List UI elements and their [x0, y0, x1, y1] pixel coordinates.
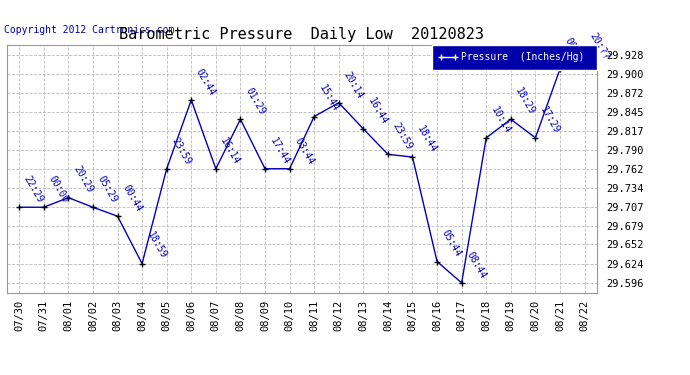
Title: Barometric Pressure  Daily Low  20120823: Barometric Pressure Daily Low 20120823	[119, 27, 484, 42]
Text: 18:44: 18:44	[415, 124, 439, 154]
Text: 22:29: 22:29	[22, 174, 46, 204]
Text: 15:44: 15:44	[317, 83, 340, 114]
Text: 18:59: 18:59	[145, 230, 168, 261]
Text: 00:00: 00:00	[563, 36, 586, 66]
Text: 17:44: 17:44	[268, 135, 291, 166]
Text: 18:29: 18:29	[513, 86, 537, 117]
Text: 00:00: 00:00	[46, 174, 70, 204]
Text: 05:29: 05:29	[96, 174, 119, 204]
Text: 02:44: 02:44	[194, 67, 217, 97]
Text: 16:14: 16:14	[219, 135, 242, 166]
Text: Pressure  (Inches/Hg): Pressure (Inches/Hg)	[461, 53, 584, 62]
Text: 17:29: 17:29	[538, 105, 562, 135]
FancyBboxPatch shape	[432, 45, 597, 70]
Text: 05:44: 05:44	[440, 228, 463, 259]
Text: 23:59: 23:59	[170, 135, 193, 166]
Text: Copyright 2012 Cartronics.com: Copyright 2012 Cartronics.com	[4, 25, 175, 35]
Text: 23:59: 23:59	[391, 121, 414, 152]
Text: 08:44: 08:44	[464, 250, 488, 280]
Text: 03:44: 03:44	[293, 135, 316, 166]
Text: 00:44: 00:44	[120, 183, 144, 213]
Text: 20:??: 20:??	[587, 31, 611, 62]
Text: 20:14: 20:14	[342, 69, 365, 100]
Text: 10:14: 10:14	[489, 105, 513, 135]
Text: 20:29: 20:29	[71, 164, 95, 195]
Text: 01:29: 01:29	[243, 86, 266, 117]
Text: 16:44: 16:44	[366, 96, 389, 126]
